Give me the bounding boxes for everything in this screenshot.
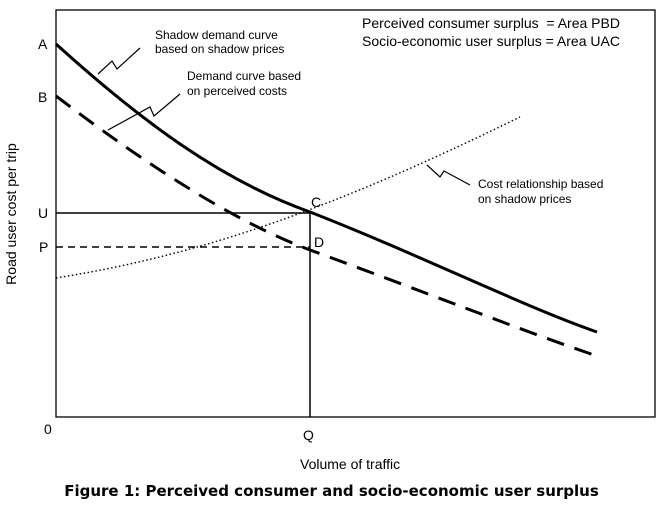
label-a: A bbox=[38, 36, 48, 52]
perceived-demand-leader bbox=[107, 93, 181, 131]
x-axis-title: Volume of traffic bbox=[300, 456, 400, 472]
shadow-demand-label-line1: Shadow demand curve bbox=[155, 28, 278, 42]
label-u: U bbox=[38, 205, 48, 221]
cost-relationship-leader bbox=[426, 164, 471, 186]
label-p: P bbox=[39, 239, 48, 255]
figure-caption: Figure 1: Perceived consumer and socio-e… bbox=[64, 482, 599, 500]
label-c: C bbox=[311, 194, 321, 210]
perceived-demand-label-line2: on perceived costs bbox=[187, 84, 287, 98]
cost-relationship-label-line1: Cost relationship based bbox=[478, 177, 603, 191]
cost-relationship-curve bbox=[55, 116, 521, 279]
perceived-demand-curve bbox=[55, 94, 598, 358]
label-b: B bbox=[38, 89, 47, 105]
origin-label: 0 bbox=[44, 421, 52, 437]
shadow-demand-curve bbox=[54, 42, 598, 334]
legend-line2: Socio-economic user surplus = Area UAC bbox=[362, 33, 620, 49]
cost-relationship-label-line2: on shadow prices bbox=[478, 192, 571, 206]
shadow-demand-leader bbox=[97, 47, 141, 75]
label-q: Q bbox=[303, 427, 314, 443]
shadow-demand-label-line2: based on shadow prices bbox=[155, 42, 284, 56]
legend-line1: Perceived consumer surplus = Area PBD bbox=[362, 15, 620, 31]
y-axis-title: Road user cost per trip bbox=[3, 143, 19, 285]
perceived-demand-label-line1: Demand curve based bbox=[187, 69, 301, 83]
label-d: D bbox=[314, 234, 324, 250]
